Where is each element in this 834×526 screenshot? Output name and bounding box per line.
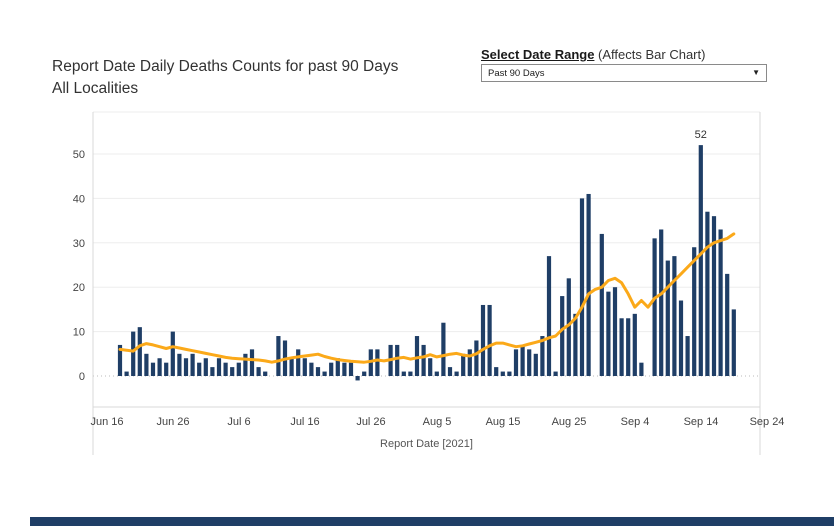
svg-text:20: 20: [73, 282, 85, 294]
svg-text:Jul 26: Jul 26: [356, 416, 385, 428]
svg-text:Aug 25: Aug 25: [552, 416, 587, 428]
svg-text:0: 0: [79, 371, 85, 383]
deaths-chart-panel: 0 10 20 30 40 50 52 Jun 16 Jun 26 Jul 6 Jul 16 Jul …: [45, 106, 785, 471]
date-range-label: Select Date Range (Affects Bar Chart): [481, 47, 705, 62]
title-line-2: All Localities: [52, 80, 139, 97]
svg-text:Sep 24: Sep 24: [750, 416, 785, 428]
title-line-1: Report Date Daily Deaths Counts for past…: [52, 58, 399, 75]
bottom-divider: [30, 517, 834, 526]
page-title: Report Date Daily Deaths Counts for past…: [52, 56, 482, 100]
svg-text:40: 40: [73, 193, 85, 205]
deaths-chart-svg: 0 10 20 30 40 50 52 Jun 16 Jun 26 Jul 6 Jul 16 Jul …: [73, 111, 785, 455]
svg-text:Aug 15: Aug 15: [486, 416, 521, 428]
date-range-dropdown[interactable]: Past 90 Days ▼: [481, 64, 767, 82]
svg-text:Aug 5: Aug 5: [423, 416, 452, 428]
svg-text:Jun 16: Jun 16: [90, 416, 123, 428]
svg-text:50: 50: [73, 149, 85, 161]
date-range-label-note: (Affects Bar Chart): [594, 47, 706, 62]
svg-text:Jul 16: Jul 16: [290, 416, 319, 428]
svg-text:Jun 26: Jun 26: [156, 416, 189, 428]
date-range-label-main: Select Date Range: [481, 47, 595, 62]
svg-text:Report Date [2021]: Report Date [2021]: [380, 438, 473, 450]
date-range-selected-value: Past 90 Days: [488, 67, 545, 79]
svg-text:Sep 14: Sep 14: [684, 416, 719, 428]
svg-text:Sep 4: Sep 4: [621, 416, 650, 428]
svg-text:10: 10: [73, 327, 85, 339]
svg-text:52: 52: [695, 129, 707, 141]
caret-down-icon: ▼: [752, 68, 760, 77]
svg-text:Jul 6: Jul 6: [227, 416, 250, 428]
svg-text:30: 30: [73, 238, 85, 250]
